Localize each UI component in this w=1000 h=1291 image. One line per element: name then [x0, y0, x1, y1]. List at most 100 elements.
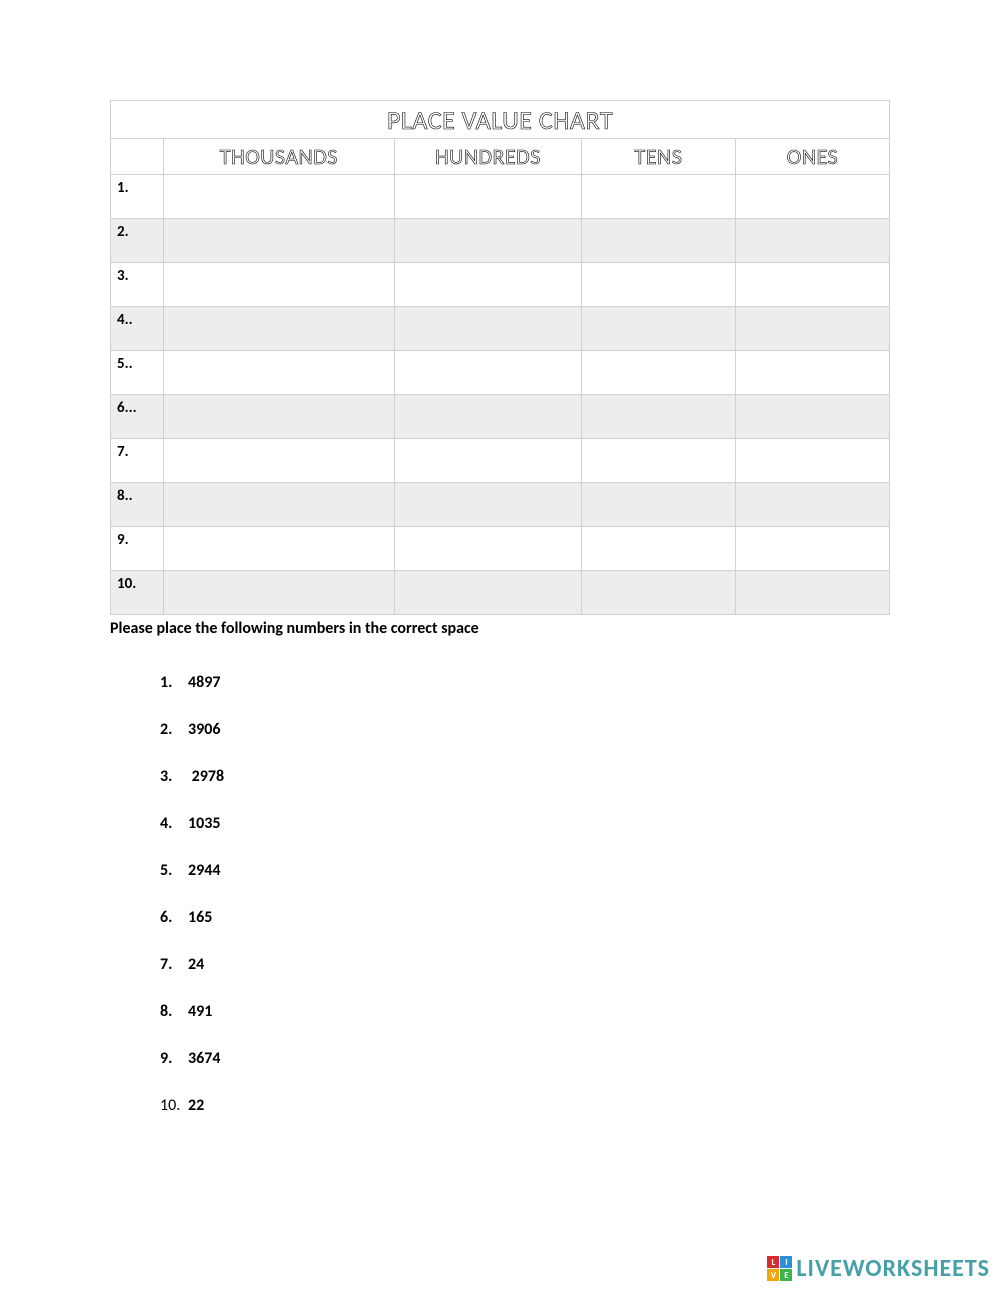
answer-cell[interactable] — [163, 351, 394, 395]
answer-cell[interactable] — [581, 351, 735, 395]
table-header-row: THOUSANDS HUNDREDS TENS ONES — [111, 139, 890, 175]
answer-cell[interactable] — [163, 571, 394, 615]
list-item-index: 3. — [160, 767, 188, 786]
list-item: 4.1035 — [160, 814, 890, 833]
answer-cell[interactable] — [581, 219, 735, 263]
answer-cell[interactable] — [163, 219, 394, 263]
table-title-row: PLACE VALUE CHART — [111, 101, 890, 139]
table-row: 5.. — [111, 351, 890, 395]
list-item: 6.165 — [160, 908, 890, 927]
table-row: 8.. — [111, 483, 890, 527]
list-item-value: 165 — [188, 908, 212, 927]
answer-cell[interactable] — [163, 527, 394, 571]
answer-cell[interactable] — [581, 175, 735, 219]
answer-cell[interactable] — [735, 263, 889, 307]
place-value-table: PLACE VALUE CHART THOUSANDS HUNDREDS TEN… — [110, 100, 890, 615]
header-thousands: THOUSANDS — [163, 139, 394, 175]
row-label: 1. — [111, 175, 164, 219]
answer-cell[interactable] — [735, 175, 889, 219]
answer-cell[interactable] — [394, 571, 581, 615]
table-row: 1. — [111, 175, 890, 219]
watermark-text: LIVEWORKSHEETS — [796, 1254, 990, 1283]
worksheet-page: PLACE VALUE CHART THOUSANDS HUNDREDS TEN… — [0, 0, 1000, 1115]
header-hundreds: HUNDREDS — [394, 139, 581, 175]
row-label: 3. — [111, 263, 164, 307]
row-label: 2. — [111, 219, 164, 263]
list-item: 5.2944 — [160, 861, 890, 880]
row-label: 8.. — [111, 483, 164, 527]
answer-cell[interactable] — [394, 395, 581, 439]
row-label: 6... — [111, 395, 164, 439]
list-item: 10.22 — [160, 1096, 890, 1115]
list-item-index: 8. — [160, 1002, 188, 1021]
answer-cell[interactable] — [735, 571, 889, 615]
list-item-value: 2944 — [188, 861, 220, 880]
answer-cell[interactable] — [581, 571, 735, 615]
table-row: 2. — [111, 219, 890, 263]
answer-cell[interactable] — [581, 527, 735, 571]
watermark-square: I — [780, 1256, 792, 1268]
list-item-value: 491 — [188, 1002, 212, 1021]
answer-cell[interactable] — [735, 351, 889, 395]
watermark-square: E — [780, 1269, 792, 1281]
header-blank — [111, 139, 164, 175]
answer-cell[interactable] — [735, 395, 889, 439]
answer-cell[interactable] — [163, 175, 394, 219]
table-row: 9. — [111, 527, 890, 571]
instruction-text: Please place the following numbers in th… — [110, 619, 890, 638]
answer-cell[interactable] — [394, 219, 581, 263]
answer-cell[interactable] — [394, 307, 581, 351]
list-item-value: 3674 — [188, 1049, 220, 1068]
answer-cell[interactable] — [394, 483, 581, 527]
answer-cell[interactable] — [163, 439, 394, 483]
answer-cell[interactable] — [735, 483, 889, 527]
answer-cell[interactable] — [163, 263, 394, 307]
list-item-value: 24 — [188, 955, 204, 974]
row-label: 5.. — [111, 351, 164, 395]
answer-cell[interactable] — [581, 263, 735, 307]
list-item: 3. 2978 — [160, 767, 890, 786]
answer-cell[interactable] — [581, 307, 735, 351]
list-item-index: 5. — [160, 861, 188, 880]
answer-cell[interactable] — [735, 439, 889, 483]
row-label: 7. — [111, 439, 164, 483]
watermark-square: V — [767, 1269, 779, 1281]
list-item: 7.24 — [160, 955, 890, 974]
answer-cell[interactable] — [394, 175, 581, 219]
watermark-square: L — [767, 1256, 779, 1268]
answer-cell[interactable] — [735, 307, 889, 351]
list-item: 8.491 — [160, 1002, 890, 1021]
row-label: 9. — [111, 527, 164, 571]
answer-cell[interactable] — [394, 351, 581, 395]
liveworksheets-watermark: LIVE LIVEWORKSHEETS — [767, 1254, 990, 1283]
list-item-index: 9. — [160, 1049, 188, 1068]
answer-cell[interactable] — [735, 527, 889, 571]
header-ones: ONES — [735, 139, 889, 175]
answer-cell[interactable] — [581, 483, 735, 527]
table-row: 4.. — [111, 307, 890, 351]
list-item-index: 1. — [160, 673, 188, 692]
table-row: 6... — [111, 395, 890, 439]
answer-cell[interactable] — [735, 219, 889, 263]
list-item-index: 10. — [160, 1096, 188, 1115]
list-item-index: 4. — [160, 814, 188, 833]
answer-cell[interactable] — [163, 395, 394, 439]
answer-cell[interactable] — [581, 439, 735, 483]
answer-cell[interactable] — [163, 307, 394, 351]
header-tens: TENS — [581, 139, 735, 175]
list-item-value: 4897 — [188, 673, 220, 692]
list-item-index: 7. — [160, 955, 188, 974]
table-title: PLACE VALUE CHART — [111, 101, 890, 139]
list-item: 2.3906 — [160, 720, 890, 739]
table-row: 10. — [111, 571, 890, 615]
row-label: 4.. — [111, 307, 164, 351]
list-item: 9.3674 — [160, 1049, 890, 1068]
answer-cell[interactable] — [581, 395, 735, 439]
answer-cell[interactable] — [394, 263, 581, 307]
answer-cell[interactable] — [163, 483, 394, 527]
answer-cell[interactable] — [394, 527, 581, 571]
table-row: 7. — [111, 439, 890, 483]
row-label: 10. — [111, 571, 164, 615]
list-item-index: 2. — [160, 720, 188, 739]
answer-cell[interactable] — [394, 439, 581, 483]
